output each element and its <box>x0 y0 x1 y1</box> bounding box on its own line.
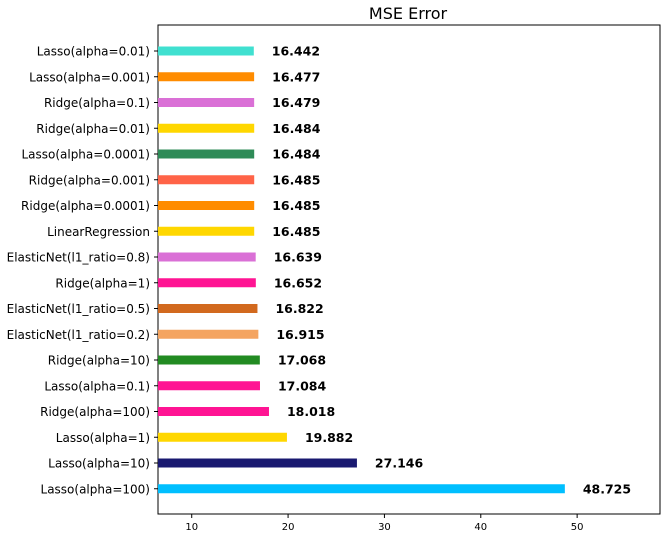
data-label: 18.018 <box>287 404 335 419</box>
data-label: 48.725 <box>583 481 631 496</box>
bar-lasso-alpha-10 <box>158 458 357 468</box>
category-label: Lasso(alpha=0.001) <box>29 70 150 84</box>
data-label: 16.479 <box>272 95 320 110</box>
x-axis-ticks-group: 10 20 30 40 50 <box>185 514 584 533</box>
category-label: Ridge(alpha=100) <box>40 405 150 419</box>
bar-ridge-alpha-10 <box>158 355 260 365</box>
data-label: 17.084 <box>278 378 327 393</box>
bar-ridge-alpha-1 <box>158 278 256 288</box>
category-label: Ridge(alpha=0.1) <box>44 96 150 110</box>
category-label: Ridge(alpha=1) <box>55 276 150 290</box>
data-label: 16.915 <box>276 327 324 342</box>
bar-ridge-alpha-0-001 <box>158 175 255 185</box>
data-label: 16.485 <box>272 198 320 213</box>
bar-ridge-alpha-0-1 <box>158 98 255 107</box>
category-label: Ridge(alpha=10) <box>48 354 150 368</box>
x-tick-label: 30 <box>378 522 391 533</box>
data-label: 16.485 <box>272 224 320 239</box>
category-label: Ridge(alpha=0.001) <box>29 173 150 187</box>
category-label: Lasso(alpha=0.0001) <box>21 148 150 162</box>
bar-lasso-alpha-0-0001 <box>158 149 255 159</box>
category-label: ElasticNet(l1_ratio=0.8) <box>7 251 150 265</box>
data-label: 16.639 <box>274 250 322 265</box>
data-label: 16.477 <box>272 69 320 84</box>
category-label: ElasticNet(l1_ratio=0.2) <box>7 328 150 342</box>
bar-elasticnet-l1-ratio-0-5 <box>158 304 258 313</box>
data-label: 17.068 <box>278 353 326 368</box>
bar-lasso-alpha-1 <box>158 432 287 442</box>
x-tick-label: 40 <box>474 522 487 533</box>
bar-lasso-alpha-100 <box>158 484 565 494</box>
bar-lasso-alpha-0-1 <box>158 381 260 391</box>
data-label: 16.652 <box>274 275 322 290</box>
category-label: Lasso(alpha=1) <box>56 431 150 445</box>
bars-group <box>158 46 565 494</box>
plot-area-frame <box>157 24 661 515</box>
bar-linearregression <box>158 226 255 236</box>
chart-title: MSE Error <box>369 4 448 23</box>
category-label: Lasso(alpha=100) <box>41 482 150 496</box>
category-labels-group: Lasso(alpha=0.01) Lasso(alpha=0.001) Ridge… <box>7 45 158 496</box>
data-label: 19.882 <box>305 430 353 445</box>
data-label: 16.442 <box>272 44 320 59</box>
category-label: Lasso(alpha=0.1) <box>44 379 150 393</box>
bar-elasticnet-l1-ratio-0-2 <box>158 329 259 339</box>
category-label: Ridge(alpha=0.01) <box>36 122 150 136</box>
data-label: 16.484 <box>272 121 321 136</box>
category-label: Ridge(alpha=0.0001) <box>21 199 150 213</box>
x-tick-label: 20 <box>282 522 295 533</box>
data-label: 16.822 <box>275 301 323 316</box>
x-tick-label: 10 <box>185 522 198 533</box>
bar-lasso-alpha-0-001 <box>158 72 255 82</box>
bar-elasticnet-l1-ratio-0-8 <box>158 252 256 262</box>
data-label: 16.485 <box>272 172 320 187</box>
bar-ridge-alpha-0-0001 <box>158 201 255 210</box>
bar-ridge-alpha-100 <box>158 407 269 416</box>
category-label: LinearRegression <box>47 225 150 239</box>
data-label: 16.484 <box>272 147 321 162</box>
category-label: ElasticNet(l1_ratio=0.5) <box>7 302 150 316</box>
category-label: Lasso(alpha=10) <box>48 457 150 471</box>
data-label: 27.146 <box>375 456 424 471</box>
bar-ridge-alpha-0-01 <box>158 123 255 133</box>
data-labels-group: 16.442 16.477 16.479 16.484 16.484 16.485 16.4… <box>272 44 631 497</box>
category-label: Lasso(alpha=0.01) <box>37 45 150 59</box>
bar-lasso-alpha-0-01 <box>158 46 254 56</box>
x-tick-label: 50 <box>571 522 584 533</box>
